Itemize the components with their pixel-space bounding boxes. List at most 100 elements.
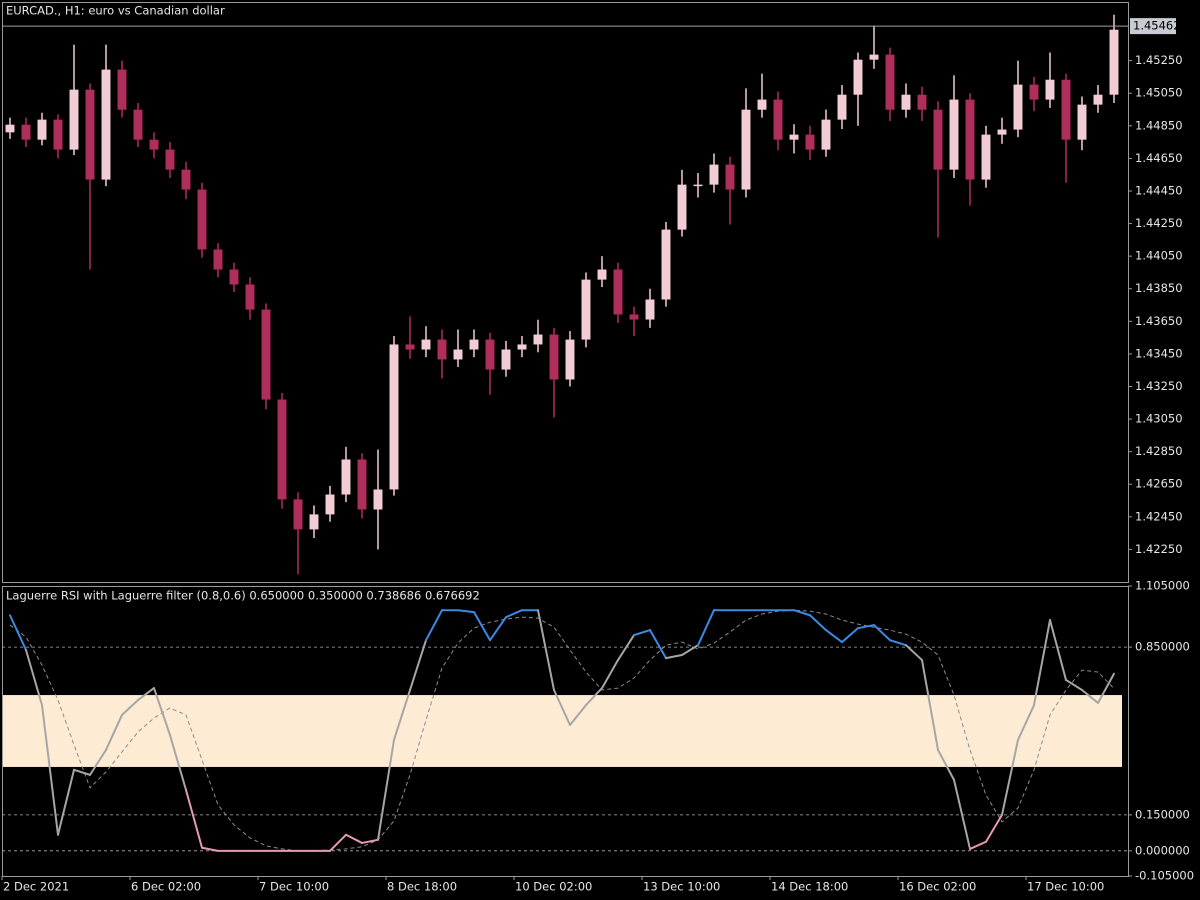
y-tick-label: 0.150000 [1135, 807, 1190, 821]
y-tick-label: -0.105000 [1135, 869, 1194, 883]
candle-body [965, 99, 975, 180]
candle-body [821, 119, 831, 150]
candle-body [629, 314, 639, 320]
rsi-segment [409, 639, 427, 692]
y-tick-label: 1.44250 [1135, 216, 1183, 230]
y-tick-label: 1.42650 [1135, 477, 1183, 491]
y-tick-label: 1.105000 [1135, 579, 1190, 593]
candle-body [5, 124, 15, 133]
candle-body [949, 99, 959, 170]
rsi-segment [329, 833, 347, 852]
price-panel: 1.45250 1.45050 1.44850 1.44650 1.44450 1.442… [2, 14, 1183, 575]
candle-body [197, 189, 207, 250]
rsi-segment [553, 689, 571, 727]
candle-body [309, 514, 319, 530]
y-tick-label: 1.45050 [1135, 86, 1183, 100]
candle-body [85, 89, 95, 180]
rsi-segment [361, 838, 379, 844]
candle-body [1061, 79, 1071, 140]
candle-body [1045, 79, 1055, 100]
rsi-segment [1017, 704, 1035, 741]
candle-body [757, 99, 767, 110]
candle-body [341, 459, 351, 495]
rsi-segment [57, 768, 75, 836]
candle-body [725, 164, 735, 190]
candle-body [21, 124, 31, 140]
candle-body [1013, 84, 1023, 130]
candle-body [853, 59, 863, 95]
rsi-segment [89, 748, 107, 776]
rsi-segment [649, 629, 667, 660]
rsi-segment [937, 748, 955, 781]
candle-body [533, 334, 543, 345]
rsi-segment [105, 713, 123, 751]
rsi-segment [73, 768, 91, 776]
rsi-segment [825, 629, 843, 644]
candle-body [469, 339, 479, 350]
rsi-segment [9, 614, 27, 651]
band [3, 695, 1122, 767]
candle-body [709, 164, 719, 185]
filter-line [9, 609, 1115, 852]
rsi-segment [425, 609, 443, 642]
candle-body [357, 459, 367, 510]
rsi-segment [905, 644, 923, 662]
rsi-segment [377, 738, 395, 841]
rsi-segment [873, 624, 891, 642]
candle-body [741, 109, 751, 190]
rsi-segment [169, 734, 187, 791]
candle-body [933, 109, 943, 170]
rsi-segment [633, 629, 651, 637]
rsi-segment [489, 616, 507, 642]
candle-body [133, 109, 143, 140]
y-tick-label: 1.44050 [1135, 249, 1183, 263]
candle-body [773, 99, 783, 140]
rsi-segment [841, 627, 859, 644]
rsi-segment [585, 687, 603, 707]
rsi-segment [1033, 619, 1051, 707]
candle-body [885, 54, 895, 110]
rsi-segment [569, 704, 587, 727]
y-tick-label: 1.42250 [1135, 542, 1183, 556]
candle-body [1109, 29, 1119, 95]
candle-body [869, 54, 879, 60]
candle-body [1093, 94, 1103, 105]
rsi-segment [617, 634, 635, 662]
candle-body [245, 284, 255, 310]
y-tick-label: 0.000000 [1135, 843, 1190, 857]
rsi-segment [985, 813, 1003, 843]
y-tick-label: 1.43250 [1135, 379, 1183, 393]
x-tick-label: 8 Dec 18:00 [387, 880, 457, 894]
rsi-segment [457, 609, 475, 614]
y-tick-label: 1.44650 [1135, 151, 1183, 165]
candle-body [517, 344, 527, 350]
indicator-panel-frame [2, 586, 1129, 877]
candle-body [645, 299, 655, 320]
candle-body [565, 339, 575, 380]
rsi-segment [41, 704, 59, 836]
candle-body [805, 134, 815, 150]
candle-body [997, 129, 1007, 135]
rsi-segment [473, 611, 491, 642]
rsi-segment [393, 689, 411, 741]
y-tick-label: 1.44850 [1135, 118, 1183, 132]
y-tick-label: 1.45250 [1135, 53, 1183, 67]
candle-body [261, 309, 271, 400]
x-tick-label: 17 Dec 10:00 [1027, 880, 1104, 894]
candle-body [373, 489, 383, 510]
y-tick-label: 1.43050 [1135, 412, 1183, 426]
candle-body [101, 69, 111, 180]
y-tick-label: 1.42850 [1135, 444, 1183, 458]
rsi-segment [793, 609, 811, 617]
last-price-label: 1.45462 [1133, 19, 1181, 33]
rsi-segment [1065, 678, 1083, 692]
last-price-box [1130, 18, 1176, 35]
rsi-segment [1001, 738, 1019, 816]
y-tick-label: 1.43650 [1135, 314, 1183, 328]
candle-body [421, 339, 431, 350]
candle-body [437, 339, 447, 360]
rsi-segment [505, 609, 523, 619]
rsi-segment [1097, 672, 1115, 704]
candle-body [405, 344, 415, 350]
candle-body [661, 229, 671, 300]
